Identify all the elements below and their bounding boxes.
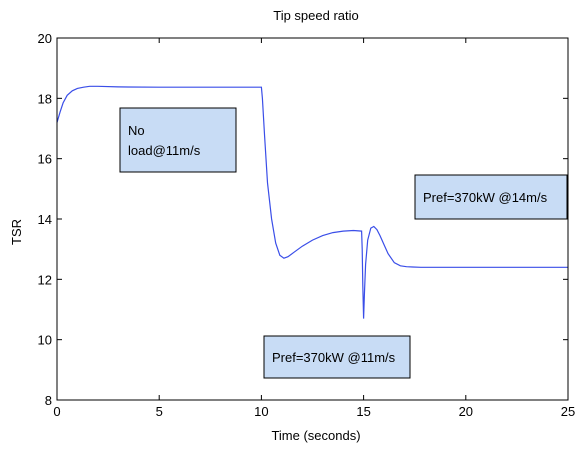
chart-title: Tip speed ratio xyxy=(273,8,359,23)
annotation-text: Pref=370kW @11m/s xyxy=(272,350,396,365)
x-tick-label: 5 xyxy=(156,404,163,419)
y-tick-label: 16 xyxy=(38,152,52,167)
x-axis-label: Time (seconds) xyxy=(271,428,360,443)
x-tick-label: 15 xyxy=(356,404,370,419)
y-tick-label: 20 xyxy=(38,31,52,46)
y-tick-label: 8 xyxy=(45,393,52,408)
x-tick-label: 25 xyxy=(561,404,575,419)
annotation-text: No xyxy=(128,123,145,138)
annotation-box-0: No load@11m/s xyxy=(119,107,237,173)
y-tick-label: 14 xyxy=(38,212,52,227)
y-axis-label: TSR xyxy=(9,219,24,245)
annotation-box-2: Pref=370kW @11m/s xyxy=(263,335,411,379)
annotation-text: load@11m/s xyxy=(128,143,201,158)
x-tick-label: 10 xyxy=(254,404,268,419)
x-tick-label: 0 xyxy=(53,404,60,419)
x-tick-label: 20 xyxy=(459,404,473,419)
y-tick-label: 12 xyxy=(38,272,52,287)
y-tick-label: 18 xyxy=(38,91,52,106)
annotation-box-bg-2 xyxy=(263,335,411,379)
annotation-text: Pref=370kW @14m/s xyxy=(423,190,548,205)
y-tick-label: 10 xyxy=(38,333,52,348)
annotation-box-1: Pref=370kW @14m/s xyxy=(414,174,568,220)
annotation-box-bg-1 xyxy=(414,174,568,220)
series-line-0 xyxy=(56,85,568,319)
annotation-box-bg-0 xyxy=(119,107,237,173)
